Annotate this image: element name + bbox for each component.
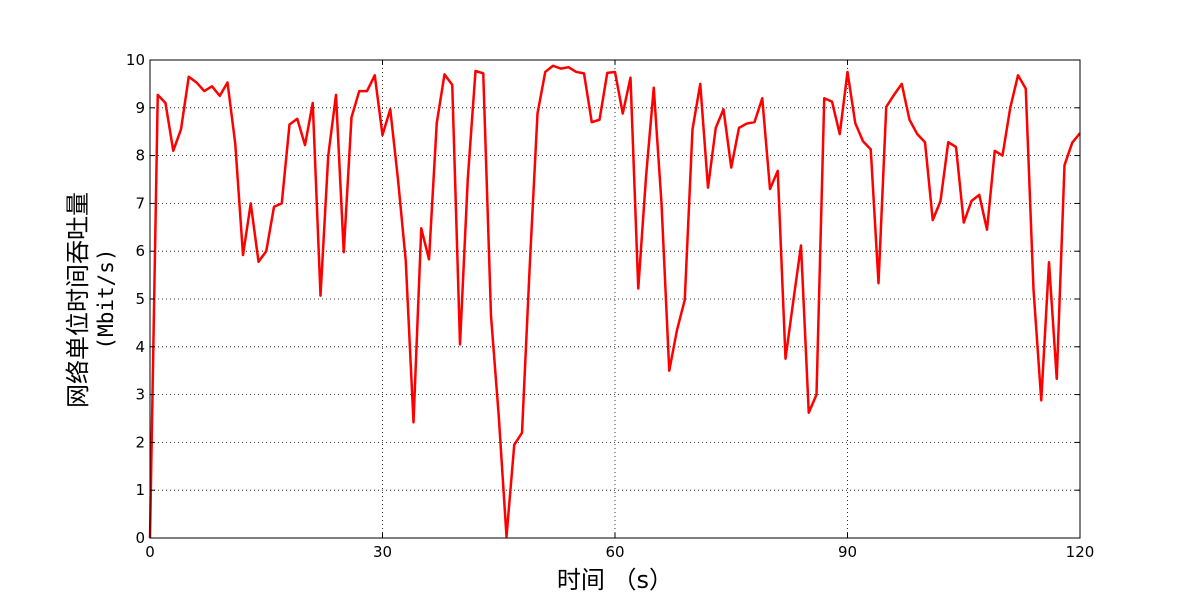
y-tick-label: 0 [135, 529, 145, 547]
x-tick-label: 60 [605, 543, 624, 561]
x-tick-label: 90 [838, 543, 857, 561]
y-axis-unit: (Mbit/s) [94, 248, 118, 349]
x-tick-label: 0 [145, 543, 155, 561]
y-tick-labels: 0 1 2 3 4 5 6 7 8 9 10 [126, 51, 145, 547]
series-line [148, 64, 1081, 539]
grid [150, 60, 1080, 538]
y-tick-label: 7 [135, 194, 145, 212]
y-tick-label: 6 [135, 242, 145, 260]
x-axis-title: 时间 （s） [557, 566, 673, 594]
ticks [149, 59, 1081, 539]
y-tick-label: 3 [135, 386, 145, 404]
y-tick-label: 1 [135, 481, 145, 499]
y-tick-label: 8 [135, 147, 145, 165]
y-tick-label: 10 [126, 51, 145, 69]
x-tick-label: 120 [1066, 543, 1095, 561]
x-tick-labels: 0 30 60 90 120 [145, 543, 1094, 561]
x-tick-label: 30 [373, 543, 392, 561]
series-layer [148, 64, 1081, 539]
y-tick-label: 2 [135, 433, 145, 451]
y-tick-label: 5 [135, 290, 145, 308]
y-axis-title: 网络单位时间吞吐量 [64, 192, 92, 408]
y-tick-label: 9 [135, 99, 145, 117]
y-tick-label: 4 [135, 338, 145, 356]
